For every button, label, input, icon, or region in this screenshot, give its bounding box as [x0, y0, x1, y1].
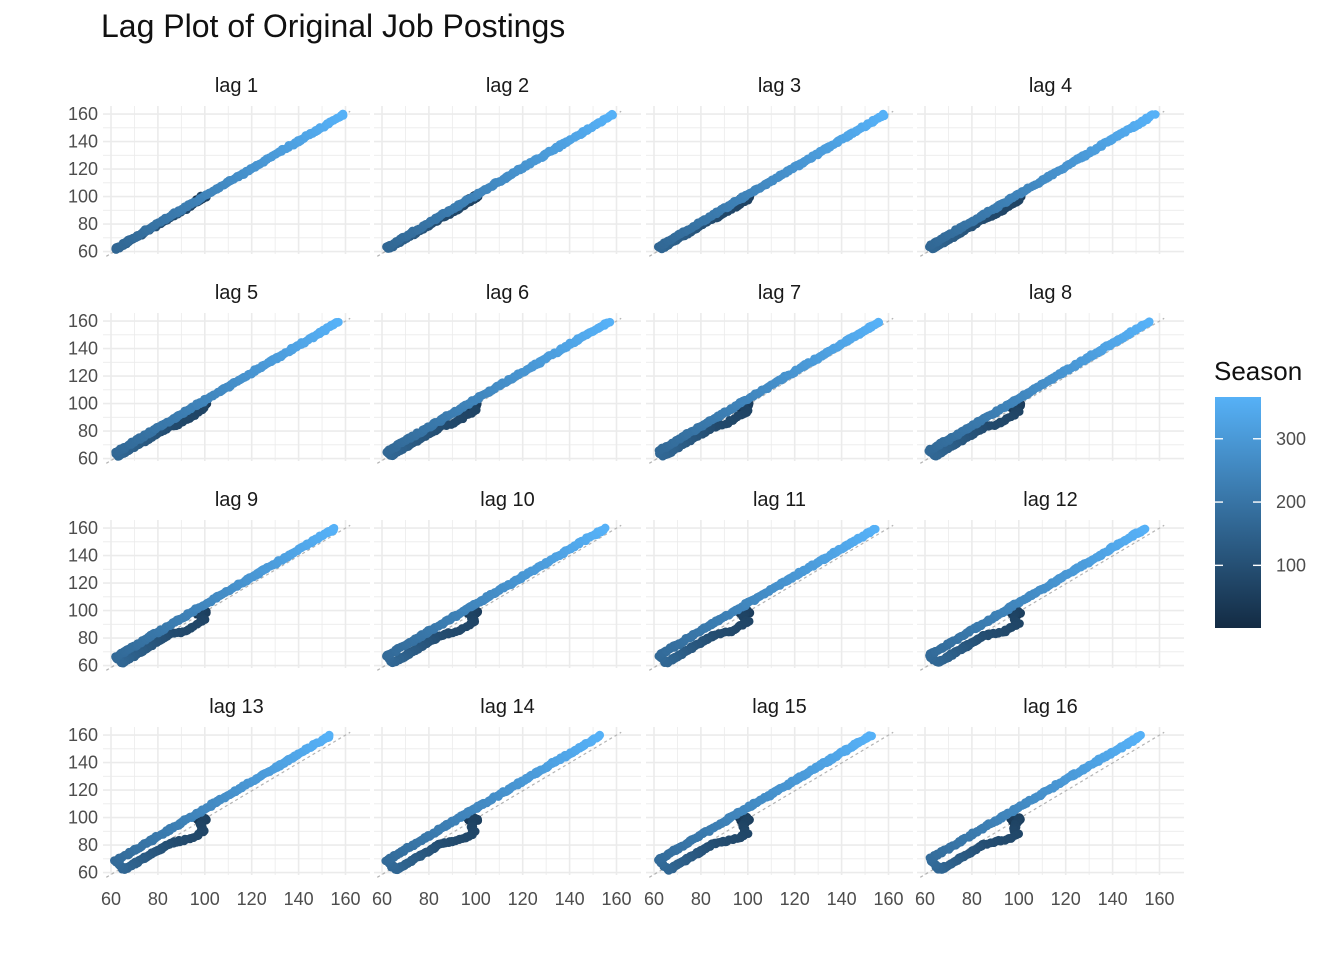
panel-11: lag 11: [646, 489, 913, 671]
panel-1: lag 1: [103, 75, 370, 257]
data-point: [1150, 110, 1160, 119]
data-point: [605, 317, 615, 327]
lag-points: [111, 317, 343, 461]
data-point: [600, 523, 610, 533]
panel-grid: [646, 520, 913, 668]
facet-label: lag 8: [1029, 282, 1072, 304]
chart-title: Lag Plot of Original Job Postings: [101, 8, 566, 44]
lag-points: [111, 523, 339, 668]
facet-label: lag 3: [758, 75, 801, 97]
panel-6: lag 6: [374, 282, 641, 464]
data-point: [878, 109, 888, 119]
facet-label: lag 7: [758, 282, 801, 304]
panel-grid: [917, 520, 1184, 668]
facet-label: lag 12: [1023, 489, 1078, 511]
facet-label: lag 6: [486, 282, 529, 304]
lag-points: [110, 730, 334, 874]
data-point: [334, 317, 343, 327]
lag-points: [925, 524, 1150, 667]
facet-label: lag 5: [215, 282, 258, 304]
data-point: [874, 317, 883, 327]
panel-5: lag 5: [103, 282, 370, 464]
data-point: [338, 109, 348, 119]
panel-grid: [917, 106, 1184, 254]
data-point: [329, 523, 339, 533]
panel-8: lag 8: [917, 282, 1184, 464]
panel-9: lag 9: [103, 489, 370, 671]
lag-points: [382, 523, 610, 668]
panel-3: lag 3: [646, 75, 913, 257]
panels-layer: lag 1 lag 2 lag 3 lag 4 lag 5 lag 6 lag 7 lag 8…: [103, 75, 1184, 878]
panel-grid: [374, 106, 641, 254]
lag-points: [924, 110, 1160, 254]
facet-label: lag 11: [753, 489, 806, 511]
data-point: [1140, 524, 1150, 534]
lag-points: [654, 317, 884, 461]
data-point: [870, 524, 880, 534]
lag-points: [382, 109, 617, 253]
data-point: [607, 109, 617, 119]
panel-13: lag 13: [103, 696, 370, 878]
panel-12: lag 12: [917, 489, 1184, 671]
data-point: [1144, 318, 1154, 327]
lag-points: [111, 109, 348, 254]
facet-label: lag 2: [486, 75, 529, 97]
panel-2: lag 2: [374, 75, 641, 257]
lag-points: [382, 317, 615, 461]
panel-grid: [646, 106, 913, 254]
lag-points: [654, 524, 880, 668]
lag-points: [924, 317, 1154, 461]
facet-label: lag 1: [215, 75, 258, 97]
facet-label: lag 10: [480, 489, 535, 511]
facet-label: lag 4: [1029, 75, 1072, 97]
panel-4: lag 4: [917, 75, 1184, 257]
lag-points: [653, 109, 889, 254]
panel-10: lag 10: [374, 489, 641, 671]
facet-label: lag 9: [215, 489, 258, 511]
panel-7: lag 7: [646, 282, 913, 464]
